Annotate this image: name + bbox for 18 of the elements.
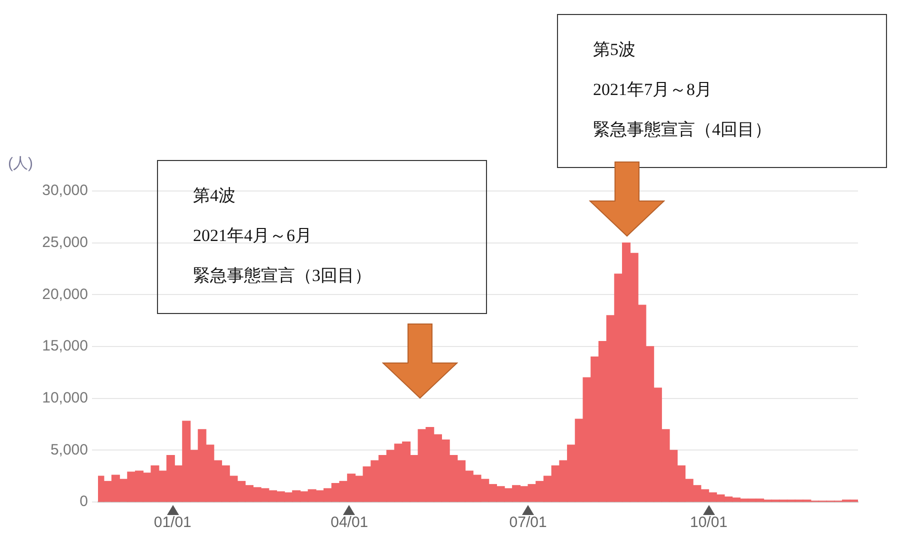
annotation: 2021年4月～6月 (193, 225, 312, 247)
x-tick-label: 07/01 (509, 514, 547, 532)
y-tick-label: 5,000 (50, 441, 88, 458)
y-tick-label: 0 (80, 493, 88, 510)
text: 緊急事態宣言（4回目） (593, 119, 772, 141)
y-axis-title: (人) (8, 154, 33, 173)
y-tick-label: 30,000 (42, 182, 88, 200)
x-tick-label: 04/01 (330, 514, 368, 532)
x-tick-label: 10/01 (690, 514, 728, 532)
text: 第5波 (593, 39, 636, 61)
x-tick-label: 01/01 (154, 514, 192, 532)
y-tick-label: 25,000 (42, 234, 88, 251)
annotation: 第4波 (193, 185, 236, 207)
y-tick-label: 10,000 (42, 389, 88, 406)
y-tick-label: 15,000 (42, 338, 88, 355)
y-tick-label: 20,000 (42, 286, 88, 303)
annotation: 緊急事態宣言（3回目） (193, 265, 372, 287)
text: 2021年7月～8月 (593, 79, 712, 101)
